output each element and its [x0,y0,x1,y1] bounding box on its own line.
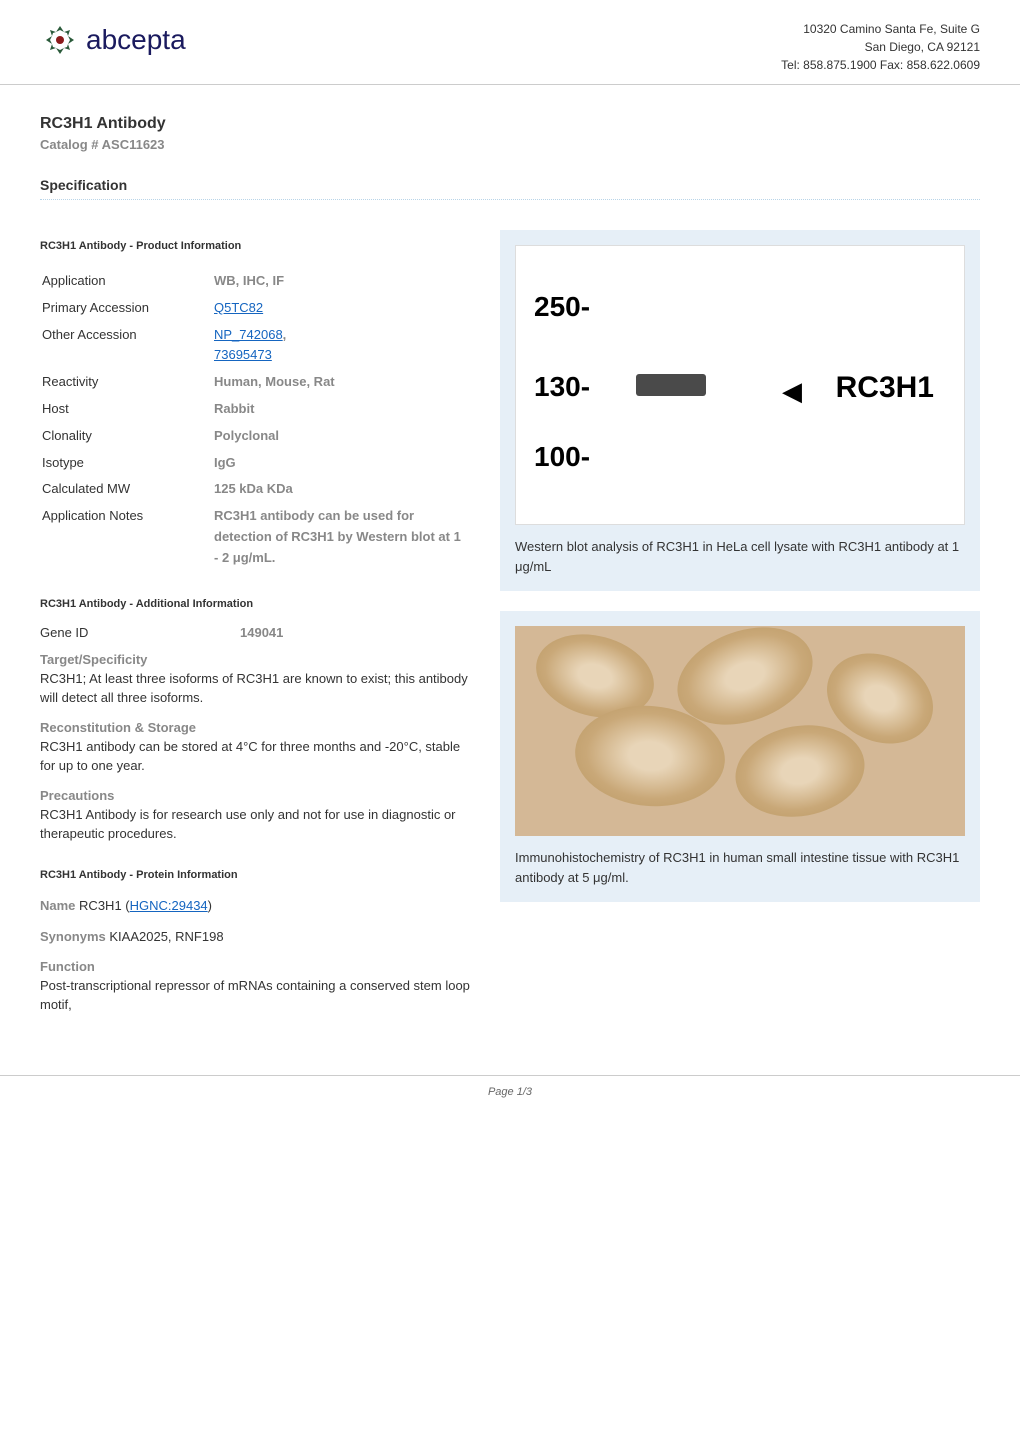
table-row: Calculated MW 125 kDa KDa [42,477,468,502]
ihc-image [515,626,965,836]
logo-text: abcepta [86,24,186,56]
subheading-additional-info: RC3H1 Antibody - Additional Information [40,598,470,610]
function-text: Post-transcriptional repressor of mRNAs … [40,976,470,1015]
logo: abcepta [40,20,186,60]
right-column: 250- 130- 100- ◀ RC3H1 Western blot anal… [500,230,980,1015]
function-label: Function [40,959,470,974]
info-label: Isotype [42,451,212,476]
abcepta-logo-icon [40,20,80,60]
subheading-product-info: RC3H1 Antibody - Product Information [40,240,470,252]
catalog-number: Catalog # ASC11623 [40,137,980,152]
gene-id-value: 149041 [240,625,283,640]
wb-marker-100: 100- [534,441,590,473]
western-blot-figure: 250- 130- 100- ◀ RC3H1 Western blot anal… [500,230,980,591]
company-address: 10320 Camino Santa Fe, Suite G San Diego… [781,20,980,74]
hgnc-link[interactable]: HGNC:29434 [130,898,208,913]
accession-link[interactable]: Q5TC82 [214,300,263,315]
table-row: Other Accession NP_742068, 73695473 [42,323,468,369]
protein-name-row: Name RC3H1 (HGNC:29434) [40,896,470,916]
address-line-3: Tel: 858.875.1900 Fax: 858.622.0609 [781,56,980,74]
address-line-1: 10320 Camino Santa Fe, Suite G [781,20,980,38]
wb-band [636,374,706,396]
gene-id-label: Gene ID [40,625,210,640]
table-row: Reactivity Human, Mouse, Rat [42,370,468,395]
product-title: RC3H1 Antibody [40,115,980,133]
info-value: IgG [214,451,468,476]
accession-link[interactable]: NP_742068 [214,327,283,342]
synonyms-row: Synonyms KIAA2025, RNF198 [40,927,470,947]
name-value: RC3H1 [79,898,122,913]
wb-band-label: RC3H1 [836,371,934,405]
reconstitution-label: Reconstitution & Storage [40,720,470,735]
wb-marker-250: 250- [534,291,590,323]
info-label: Primary Accession [42,296,212,321]
precautions-label: Precautions [40,788,470,803]
separator: , [283,327,287,342]
info-label: Application Notes [42,504,212,570]
info-value: WB, IHC, IF [214,269,468,294]
name-label: Name [40,898,75,913]
tissue-region [728,715,872,826]
left-column: RC3H1 Antibody - Product Information App… [40,230,470,1015]
precautions-text: RC3H1 Antibody is for research use only … [40,805,470,844]
info-label: Host [42,397,212,422]
info-value: Rabbit [214,397,468,422]
gene-id-row: Gene ID 149041 [40,625,470,640]
synonyms-value: KIAA2025, RNF198 [109,929,223,944]
ihc-caption: Immunohistochemistry of RC3H1 in human s… [515,848,965,887]
section-specification: Specification [40,177,980,200]
info-label: Calculated MW [42,477,212,502]
accession-link[interactable]: 73695473 [214,347,272,362]
target-specificity-text: RC3H1; At least three isoforms of RC3H1 … [40,669,470,708]
western-blot-image: 250- 130- 100- ◀ RC3H1 [515,245,965,525]
table-row: Clonality Polyclonal [42,424,468,449]
synonyms-label: Synonyms [40,929,106,944]
two-column-layout: RC3H1 Antibody - Product Information App… [40,230,980,1015]
arrow-left-icon: ◀ [782,376,802,407]
info-label: Reactivity [42,370,212,395]
target-specificity-label: Target/Specificity [40,652,470,667]
table-row: Application WB, IHC, IF [42,269,468,294]
table-row: Primary Accession Q5TC82 [42,296,468,321]
info-value: RC3H1 antibody can be used for detection… [214,504,468,570]
info-label: Clonality [42,424,212,449]
page-footer: Page 1/3 [0,1075,1020,1118]
table-row: Isotype IgG [42,451,468,476]
address-line-2: San Diego, CA 92121 [781,38,980,56]
info-value: Polyclonal [214,424,468,449]
table-row: Application Notes RC3H1 antibody can be … [42,504,468,570]
reconstitution-text: RC3H1 antibody can be stored at 4°C for … [40,737,470,776]
info-value: 125 kDa KDa [214,477,468,502]
table-row: Host Rabbit [42,397,468,422]
product-info-table: Application WB, IHC, IF Primary Accessio… [40,267,470,573]
page-number: Page 1/3 [488,1086,532,1098]
info-label: Application [42,269,212,294]
info-label: Other Accession [42,323,212,369]
page-header: abcepta 10320 Camino Santa Fe, Suite G S… [0,0,1020,85]
info-value: Human, Mouse, Rat [214,370,468,395]
subheading-protein-info: RC3H1 Antibody - Protein Information [40,869,470,881]
wb-marker-130: 130- [534,371,590,403]
page-content: RC3H1 Antibody Catalog # ASC11623 Specif… [0,85,1020,1045]
ihc-figure: Immunohistochemistry of RC3H1 in human s… [500,611,980,902]
wb-caption: Western blot analysis of RC3H1 in HeLa c… [515,537,965,576]
